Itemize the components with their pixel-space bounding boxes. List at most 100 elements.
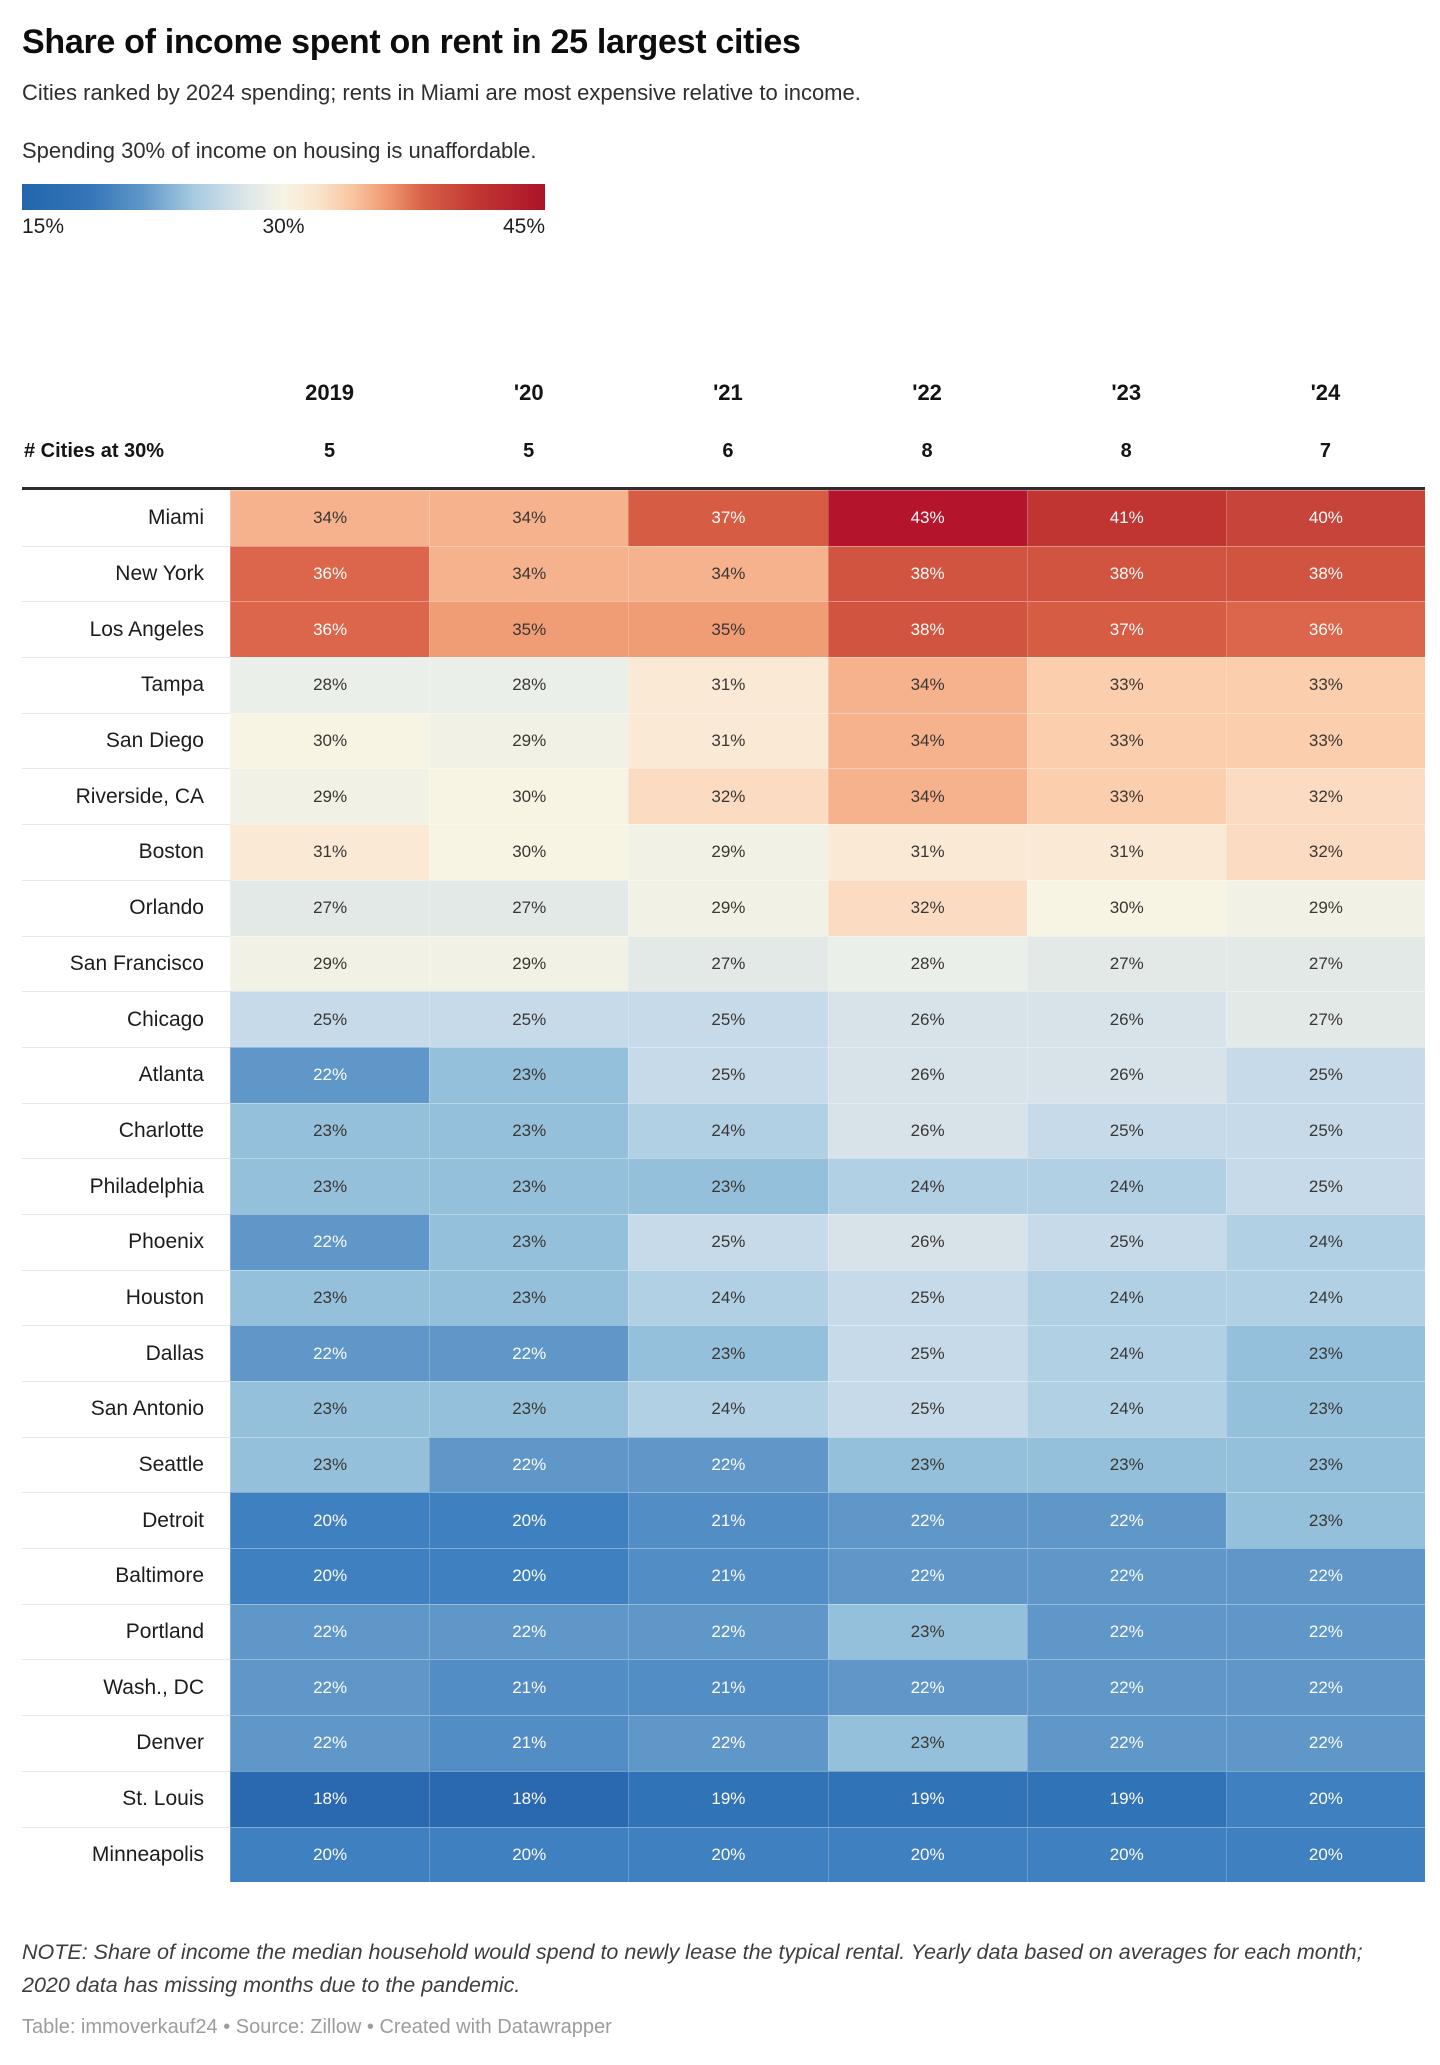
heatmap-cell: 34% (827, 712, 1027, 769)
heatmap-cell: 27% (1225, 935, 1425, 992)
heatmap-cell: 24% (1225, 1213, 1425, 1270)
heatmap-cell: 23% (230, 1436, 430, 1493)
heatmap-cell: 38% (1225, 545, 1425, 602)
heatmap-cell: 21% (429, 1715, 629, 1771)
heatmap-cell: 19% (628, 1770, 828, 1827)
heatmap-cell: 22% (1225, 1659, 1425, 1716)
heatmap-cell: 30% (230, 712, 430, 769)
heatmap-cell: 32% (1225, 768, 1425, 825)
heatmap-cell: 36% (230, 601, 430, 658)
city-row-label: Tampa (22, 657, 230, 713)
city-row-label: Seattle (22, 1436, 230, 1493)
heatmap-cell: 31% (230, 824, 430, 880)
heatmap-cell: 29% (1225, 879, 1425, 936)
heatmap-cell: 43% (827, 490, 1027, 546)
heatmap-cell: 20% (1026, 1826, 1226, 1883)
color-scale-gradient-bar (22, 184, 545, 210)
heatmap-cell: 20% (429, 1548, 629, 1604)
city-row-label: Houston (22, 1269, 230, 1326)
heatmap-cell: 25% (827, 1325, 1027, 1381)
heatmap-cell: 34% (429, 545, 629, 602)
heatmap-cell: 26% (827, 1046, 1027, 1103)
heatmap-cell: 20% (230, 1548, 430, 1604)
heatmap-cell: 29% (429, 935, 629, 992)
heatmap-cell: 23% (429, 1269, 629, 1326)
heatmap-cell: 29% (628, 879, 828, 936)
heatmap-cell: 23% (230, 1158, 430, 1214)
heatmap-cell: 23% (827, 1715, 1027, 1771)
year-column-header: '21 (713, 380, 743, 405)
heatmap-cell: 22% (827, 1492, 1027, 1549)
heatmap-cell: 29% (230, 768, 430, 825)
heatmap-cell: 22% (429, 1436, 629, 1493)
heatmap-cell: 23% (628, 1325, 828, 1381)
heatmap-cell: 22% (429, 1603, 629, 1660)
legend-mid-label: 30% (262, 215, 305, 238)
heatmap-cell: 34% (230, 490, 430, 546)
heatmap-cell: 25% (628, 1213, 828, 1270)
heatmap-cell: 18% (230, 1770, 430, 1827)
heatmap-cell: 34% (429, 490, 629, 546)
heatmap-cell: 31% (827, 824, 1027, 880)
city-row-label: Portland (22, 1603, 230, 1660)
year-column-header: '24 (1310, 380, 1341, 405)
city-row-label: Baltimore (22, 1548, 230, 1604)
heatmap-cell: 27% (1225, 991, 1425, 1047)
heatmap-cell: 29% (628, 824, 828, 880)
heatmap-cell: 26% (827, 1102, 1027, 1159)
legend-min-label: 15% (22, 215, 65, 238)
heatmap-cell: 19% (827, 1770, 1027, 1827)
heatmap-table: 2019 '20 '21 '22 '23 '24 # Cities at 30% 5 5 6 8 8 7… (22, 371, 1425, 1883)
heatmap-cell: 20% (1225, 1826, 1425, 1883)
heatmap-cell: 38% (827, 545, 1027, 602)
chart-annotation: Spending 30% of income on housing is una… (22, 138, 537, 163)
heatmap-cell: 23% (1225, 1325, 1425, 1381)
heatmap-cell: 24% (628, 1269, 828, 1326)
heatmap-cell: 32% (628, 768, 828, 825)
heatmap-cell: 35% (429, 601, 629, 658)
heatmap-cell: 22% (1225, 1548, 1425, 1604)
heatmap-cell: 30% (1026, 879, 1226, 936)
heatmap-cell: 20% (429, 1492, 629, 1549)
city-row-label: Miami (22, 490, 230, 546)
heatmap-cell: 25% (628, 1046, 828, 1103)
heatmap-cell: 23% (429, 1102, 629, 1159)
heatmap-cell: 31% (628, 657, 828, 713)
heatmap-cell: 22% (1225, 1715, 1425, 1771)
heatmap-cell: 24% (1026, 1381, 1226, 1437)
city-row-label: Philadelphia (22, 1158, 230, 1214)
page-title: Share of income spent on rent in 25 larg… (22, 23, 801, 61)
heatmap-cell: 26% (1026, 991, 1226, 1047)
cities-at-30-count: 6 (722, 439, 734, 462)
heatmap-cell: 28% (429, 657, 629, 713)
heatmap-cell: 23% (230, 1102, 430, 1159)
source-attribution: Table: immoverkauf24 • Source: Zillow • … (22, 2016, 612, 2039)
heatmap-cell: 27% (628, 935, 828, 992)
chart-subtitle: Cities ranked by 2024 spending; rents in… (22, 80, 861, 105)
city-row-label: Charlotte (22, 1102, 230, 1159)
heatmap-cell: 31% (1026, 824, 1226, 880)
heatmap-cell: 38% (1026, 545, 1226, 602)
heatmap-cell: 22% (628, 1715, 828, 1771)
city-row-label: St. Louis (22, 1770, 230, 1827)
heatmap-cell: 22% (230, 1213, 430, 1270)
heatmap-cell: 25% (1026, 1102, 1226, 1159)
heatmap-cell: 24% (827, 1158, 1027, 1214)
heatmap-cell: 25% (827, 1269, 1027, 1326)
heatmap-cell: 24% (1225, 1269, 1425, 1326)
city-row-label: Atlanta (22, 1046, 230, 1103)
cities-at-30-count: 8 (921, 439, 933, 462)
heatmap-cell: 28% (827, 935, 1027, 992)
heatmap-cell: 31% (628, 712, 828, 769)
city-row-label: New York (22, 545, 230, 602)
heatmap-cell: 21% (628, 1492, 828, 1549)
heatmap-cell: 20% (628, 1826, 828, 1883)
heatmap-cell: 22% (827, 1548, 1027, 1604)
heatmap-cell: 25% (827, 1381, 1027, 1437)
heatmap-cell: 22% (429, 1325, 629, 1381)
heatmap-cell: 22% (1026, 1492, 1226, 1549)
heatmap-cell: 32% (1225, 824, 1425, 880)
heatmap-cell: 21% (628, 1659, 828, 1716)
heatmap-cell: 27% (230, 879, 430, 936)
city-row-label: Chicago (22, 991, 230, 1047)
